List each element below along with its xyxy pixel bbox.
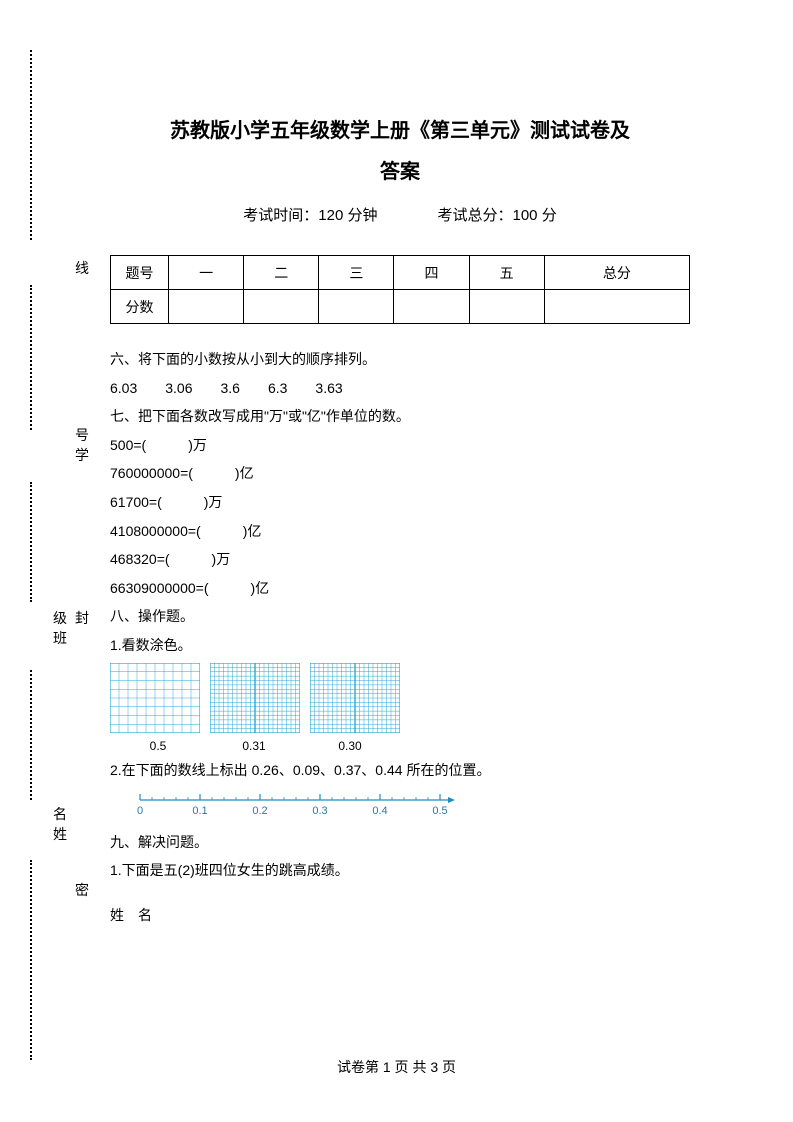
svg-text:0.2: 0.2: [252, 805, 267, 817]
grid-figure: [110, 663, 690, 733]
margin-label-name2: 名: [53, 804, 67, 824]
margin-label-name1: 姓: [53, 824, 67, 844]
q9-title: 九、解决问题。: [110, 829, 690, 856]
grid-box-1: [110, 663, 200, 733]
svg-text:0.1: 0.1: [192, 805, 207, 817]
table-header-cell: 四: [394, 256, 469, 290]
page-footer: 试卷第 1 页 共 3 页: [0, 1057, 793, 1077]
table-header-cell: 三: [319, 256, 394, 290]
q8-1: 1.看数涂色。: [110, 632, 690, 659]
q8-2: 2.在下面的数线上标出 0.26、0.09、0.37、0.44 所在的位置。: [110, 757, 690, 784]
score-table: 题号 一 二 三 四 五 总分 分数: [110, 255, 690, 324]
grid-box-2: [210, 663, 300, 733]
margin-label-class: 班: [53, 628, 67, 648]
grid-label: 0.31: [206, 735, 302, 758]
table-cell: [169, 290, 244, 324]
q6-numbers: 6.03 3.06 3.6 6.3 3.63: [110, 375, 690, 402]
number-line: 0 0.1 0.2 0.3 0.4 0.5: [130, 790, 690, 829]
table-header-row: 题号 一 二 三 四 五 总分: [111, 256, 690, 290]
table-header-cell: 题号: [111, 256, 169, 290]
margin-dotted-line: [30, 482, 32, 602]
q7-item: 468320=( )万: [110, 546, 690, 573]
svg-text:0.3: 0.3: [312, 805, 327, 817]
table-cell: [469, 290, 544, 324]
document-title-line2: 答案: [110, 155, 690, 184]
exam-total-score: 考试总分：100 分: [438, 204, 557, 225]
margin-dotted-line: [30, 860, 32, 1060]
table-header-cell: 五: [469, 256, 544, 290]
grid-label: 0.5: [110, 735, 206, 758]
table-header-cell: 总分: [544, 256, 689, 290]
q7-item: 4108000000=( )亿: [110, 518, 690, 545]
q7-item: 66309000000=( )亿: [110, 575, 690, 602]
margin-label-student: 学: [75, 445, 89, 465]
q8-title: 八、操作题。: [110, 603, 690, 630]
margin-dotted-line: [30, 285, 32, 430]
question-body: 六、将下面的小数按从小到大的顺序排列。 6.03 3.06 3.6 6.3 3.…: [110, 346, 690, 928]
table-score-row: 分数: [111, 290, 690, 324]
grid-box-3: [310, 663, 400, 733]
margin-label-line: 线: [75, 258, 89, 278]
svg-text:0: 0: [137, 805, 143, 817]
grid-labels: 0.5 0.31 0.30: [110, 735, 690, 758]
margin-label-secret: 密: [75, 880, 89, 900]
margin-label-number: 号: [75, 425, 89, 445]
grid-label: 0.30: [302, 735, 398, 758]
table-header-cell: 一: [169, 256, 244, 290]
table-cell: [394, 290, 469, 324]
q7-item: 500=( )万: [110, 432, 690, 459]
table-cell: [544, 290, 689, 324]
q9-1: 1.下面是五(2)班四位女生的跳高成绩。: [110, 857, 690, 884]
margin-label-seal: 封: [75, 608, 89, 628]
table-cell: [244, 290, 319, 324]
svg-text:0.5: 0.5: [432, 805, 447, 817]
margin-dotted-line: [30, 670, 32, 800]
table-row-header: 分数: [111, 290, 169, 324]
exam-info: 考试时间：120 分钟 考试总分：100 分: [110, 204, 690, 225]
q9-name-label: 姓 名: [110, 902, 690, 929]
page-content: 苏教版小学五年级数学上册《第三单元》测试试卷及 答案 考试时间：120 分钟 考…: [110, 115, 690, 930]
q7-title: 七、把下面各数改写成用"万"或"亿"作单位的数。: [110, 403, 690, 430]
q6-title: 六、将下面的小数按从小到大的顺序排列。: [110, 346, 690, 373]
margin-dotted-line: [30, 50, 32, 240]
document-title-line1: 苏教版小学五年级数学上册《第三单元》测试试卷及: [110, 115, 690, 147]
table-header-cell: 二: [244, 256, 319, 290]
margin-label-grade: 级: [53, 608, 67, 628]
svg-text:0.4: 0.4: [372, 805, 387, 817]
exam-time: 考试时间：120 分钟: [243, 204, 377, 225]
table-cell: [319, 290, 394, 324]
q7-item: 760000000=( )亿: [110, 460, 690, 487]
q7-item: 61700=( )万: [110, 489, 690, 516]
